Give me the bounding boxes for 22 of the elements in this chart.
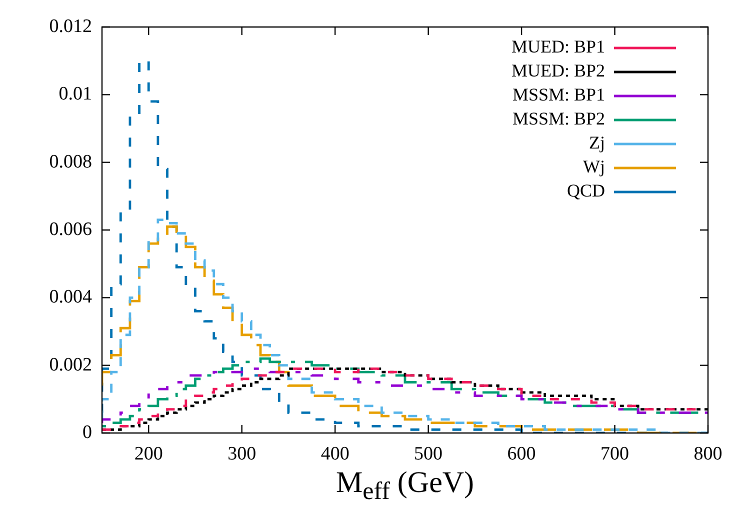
y-tick-label: 0.004: [49, 286, 92, 308]
legend-label: MUED: BP2: [511, 60, 605, 81]
legend-label: Wj: [583, 156, 605, 177]
x-tick-label: 800: [694, 443, 722, 464]
y-tick-label: 0.008: [49, 151, 92, 172]
x-tick-label: 600: [507, 443, 536, 464]
y-tick-label: 0.01: [58, 84, 92, 105]
x-tick-label: 400: [320, 443, 350, 464]
legend-label: MSSM: BP1: [512, 84, 605, 105]
x-axis-title: M$_{eff}$ (GeV): [334, 466, 476, 506]
x-tick-label: 500: [414, 443, 443, 464]
x-tick-label: 200: [134, 443, 163, 464]
y-tick-label: 0.012: [49, 16, 92, 37]
y-tick-label: 0: [82, 422, 92, 443]
legend-label: QCD: [566, 180, 605, 201]
legend-label: Zj: [589, 132, 605, 153]
x-tick-label: 300: [228, 443, 256, 464]
legend-label: MSSM: BP2: [512, 108, 605, 129]
y-tick-label: 0.006: [49, 218, 92, 240]
legend-label: MUED: BP1: [511, 36, 605, 57]
x-tick-label: 700: [600, 443, 630, 464]
y-tick-label: 0.002: [49, 354, 92, 376]
